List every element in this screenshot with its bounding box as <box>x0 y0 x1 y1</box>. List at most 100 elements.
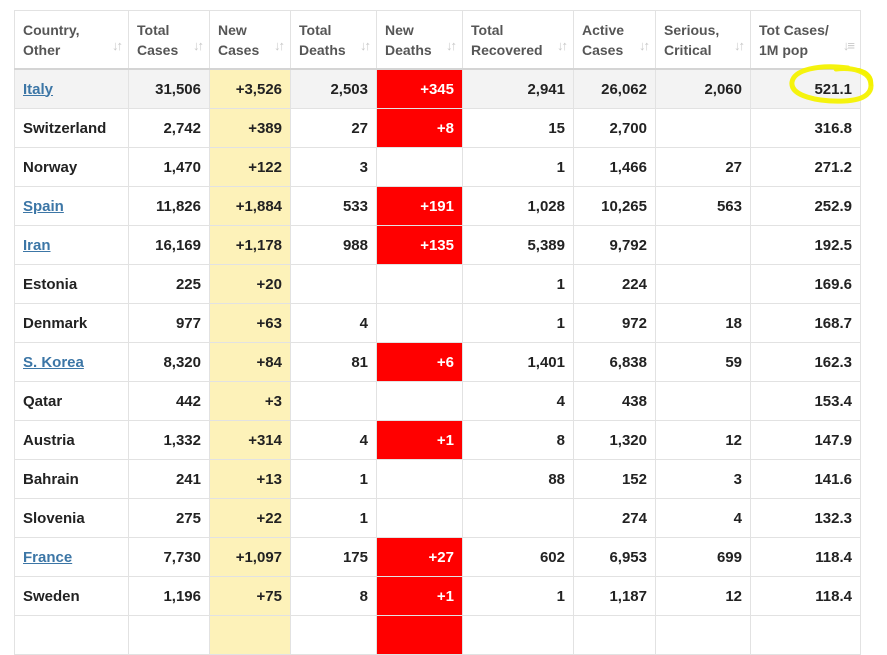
cell-tot-cases-per-1m: 141.6 <box>750 459 861 499</box>
cell-total-deaths: 175 <box>290 537 377 577</box>
country-name: Austria <box>23 431 75 449</box>
cell-country: Norway <box>14 147 129 187</box>
cell-tot-cases-per-1m <box>750 615 861 655</box>
cell-tot-cases-per-1m: 271.2 <box>750 147 861 187</box>
cell-serious-critical: 27 <box>655 147 751 187</box>
table-row: Denmark 977 +63 4 1 972 18 168.7 <box>14 303 861 343</box>
cell-new-cases <box>209 615 291 655</box>
column-header-active-cases[interactable]: Active Cases ↓↑ <box>573 10 656 70</box>
country-link[interactable]: Italy <box>23 80 54 98</box>
sort-icon[interactable]: ↓↑ <box>360 38 371 53</box>
sort-icon[interactable]: ↓↑ <box>639 38 650 53</box>
cell-total-cases: 8,320 <box>128 342 210 382</box>
cell-serious-critical: 4 <box>655 498 751 538</box>
cell-active-cases <box>573 615 656 655</box>
cell-new-deaths <box>376 459 463 499</box>
cell-new-deaths <box>376 498 463 538</box>
cell-new-cases: +13 <box>209 459 291 499</box>
country-name: Bahrain <box>23 470 79 488</box>
country-link[interactable]: France <box>23 548 73 566</box>
column-header-new-cases[interactable]: New Cases ↓↑ <box>209 10 291 70</box>
sort-icon[interactable]: ↓↑ <box>557 38 568 53</box>
country-link[interactable]: S. Korea <box>23 353 84 371</box>
column-header-serious-critical[interactable]: Serious, Critical ↓↑ <box>655 10 751 70</box>
cell-new-deaths: +1 <box>376 420 463 460</box>
column-header-tot-cases-per-1m[interactable]: Tot Cases/ 1M pop ↓≡ <box>750 10 861 70</box>
column-header-label: Tot Cases/ 1M pop <box>759 21 829 58</box>
cell-active-cases: 1,187 <box>573 576 656 616</box>
table-row: Norway 1,470 +122 3 1 1,466 27 271.2 <box>14 147 861 187</box>
cell-total-recovered: 1,401 <box>462 342 574 382</box>
sort-icon[interactable]: ↓↑ <box>734 38 745 53</box>
cell-active-cases: 26,062 <box>573 69 656 109</box>
country-name: Switzerland <box>23 119 107 137</box>
cell-tot-cases-per-1m: 169.6 <box>750 264 861 304</box>
table-row: Slovenia 275 +22 1 274 4 132.3 <box>14 498 861 538</box>
cell-total-recovered: 5,389 <box>462 225 574 265</box>
sort-icon[interactable]: ↓↑ <box>446 38 457 53</box>
cell-tot-cases-per-1m: 162.3 <box>750 342 861 382</box>
cell-serious-critical: 699 <box>655 537 751 577</box>
cell-total-cases: 1,332 <box>128 420 210 460</box>
table-row: Austria 1,332 +314 4 +1 8 1,320 12 147.9 <box>14 420 861 460</box>
table-row: Iran 16,169 +1,178 988 +135 5,389 9,792 192.5 <box>14 225 861 265</box>
cell-country: Slovenia <box>14 498 129 538</box>
cell-country: Austria <box>14 420 129 460</box>
cell-total-recovered: 602 <box>462 537 574 577</box>
cell-total-deaths: 3 <box>290 147 377 187</box>
cell-serious-critical: 18 <box>655 303 751 343</box>
table-row: France 7,730 +1,097 175 +27 602 6,953 699 118.4 <box>14 537 861 577</box>
country-link[interactable]: Iran <box>23 236 51 254</box>
cell-total-cases: 442 <box>128 381 210 421</box>
sort-icon[interactable]: ↓↑ <box>274 38 285 53</box>
cell-new-cases: +3,526 <box>209 69 291 109</box>
cell-active-cases: 6,838 <box>573 342 656 382</box>
column-header-new-deaths[interactable]: New Deaths ↓↑ <box>376 10 463 70</box>
cell-new-deaths <box>376 264 463 304</box>
cell-total-cases: 7,730 <box>128 537 210 577</box>
table-row: S. Korea 8,320 +84 81 +6 1,401 6,838 59 162.3 <box>14 342 861 382</box>
cell-total-recovered <box>462 498 574 538</box>
column-header-label: New Deaths <box>385 21 432 58</box>
cell-total-recovered: 8 <box>462 420 574 460</box>
cell-new-cases: +22 <box>209 498 291 538</box>
cell-new-cases: +389 <box>209 108 291 148</box>
sort-icon[interactable]: ↓↑ <box>112 38 123 53</box>
cell-total-recovered: 4 <box>462 381 574 421</box>
cell-new-deaths: +191 <box>376 186 463 226</box>
sort-icon[interactable]: ↓↑ <box>193 38 204 53</box>
cell-new-deaths: +135 <box>376 225 463 265</box>
country-link[interactable]: Spain <box>23 197 64 215</box>
column-header-total-deaths[interactable]: Total Deaths ↓↑ <box>290 10 377 70</box>
cell-tot-cases-per-1m: 252.9 <box>750 186 861 226</box>
table-row: Switzerland 2,742 +389 27 +8 15 2,700 316.8 <box>14 108 861 148</box>
cell-total-recovered: 1,028 <box>462 186 574 226</box>
cell-total-recovered: 1 <box>462 576 574 616</box>
cell-country: France <box>14 537 129 577</box>
cell-total-deaths: 988 <box>290 225 377 265</box>
cell-tot-cases-per-1m: 147.9 <box>750 420 861 460</box>
cell-active-cases: 1,320 <box>573 420 656 460</box>
column-header-country[interactable]: Country, Other ↓↑ <box>14 10 129 70</box>
cell-total-deaths <box>290 615 377 655</box>
cell-country: Bahrain <box>14 459 129 499</box>
column-header-label: Total Recovered <box>471 21 543 58</box>
cell-active-cases: 1,466 <box>573 147 656 187</box>
cell-new-deaths <box>376 147 463 187</box>
cell-new-cases: +63 <box>209 303 291 343</box>
cell-new-deaths: +27 <box>376 537 463 577</box>
cell-total-cases: 275 <box>128 498 210 538</box>
sort-desc-icon[interactable]: ↓≡ <box>842 38 855 53</box>
cell-serious-critical <box>655 381 751 421</box>
cell-total-deaths: 8 <box>290 576 377 616</box>
column-header-total-cases[interactable]: Total Cases ↓↑ <box>128 10 210 70</box>
cell-new-cases: +1,178 <box>209 225 291 265</box>
cell-new-deaths: +1 <box>376 576 463 616</box>
cell-serious-critical: 2,060 <box>655 69 751 109</box>
cell-total-recovered: 1 <box>462 264 574 304</box>
cell-country: Sweden <box>14 576 129 616</box>
table-row: Qatar 442 +3 4 438 153.4 <box>14 381 861 421</box>
cell-total-cases: 16,169 <box>128 225 210 265</box>
column-header-total-recovered[interactable]: Total Recovered ↓↑ <box>462 10 574 70</box>
cell-country <box>14 615 129 655</box>
